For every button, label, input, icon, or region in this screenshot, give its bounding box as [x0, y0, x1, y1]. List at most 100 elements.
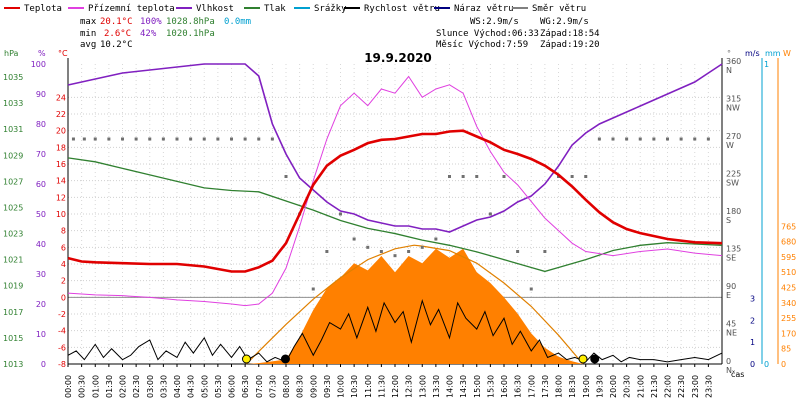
x-tick-label: 23:00 [691, 375, 700, 398]
wind-dir-point [529, 287, 533, 291]
wind-dir-point [502, 175, 506, 178]
wind-dir-point [379, 250, 383, 253]
x-tick-label: 04:30 [187, 375, 196, 398]
stat-max-rain: 0.0mm [224, 17, 251, 27]
tick-label-pressure: 1031 [3, 125, 23, 134]
ground-temp-line [67, 75, 723, 307]
x-tick-label: 14:00 [446, 375, 455, 398]
x-tick-label: 03:30 [159, 375, 168, 398]
tick-label-humidity: 90 [36, 90, 46, 99]
stat-min-label: min [80, 29, 96, 39]
wind-dir-point [420, 245, 424, 249]
humidity-line [67, 63, 723, 233]
tick-label-temp: -2 [58, 310, 66, 319]
wind-dir-point [148, 137, 152, 141]
x-tick-label: 05:30 [214, 375, 223, 398]
x-tick-label: 11:00 [364, 375, 373, 398]
tick-label-dir: 225 [726, 170, 741, 179]
wind-dir-point [134, 137, 138, 141]
wind-dir-point [216, 137, 220, 141]
wind-dir-point [202, 137, 206, 141]
axis-units: hPa % °C ° m/s mm W čas [4, 49, 791, 379]
stat-max-label: max [80, 17, 97, 27]
stat-min-temp: 2.6°C [104, 29, 131, 39]
wind-dir-point [516, 250, 520, 253]
x-tick-label: 16:00 [500, 375, 509, 398]
tick-label-temp: 18 [56, 143, 66, 152]
x-tick-label: 17:30 [541, 375, 550, 398]
x-tick-label: 16:30 [514, 375, 523, 398]
wind-dir-point [693, 137, 697, 141]
x-tick-label: 15:30 [486, 375, 495, 398]
x-tick-label: 22:00 [664, 375, 673, 398]
tick-label-ms: 3 [750, 295, 755, 304]
x-tick-label: 20:30 [623, 375, 632, 398]
tick-label-temp: 2 [61, 277, 66, 286]
tick-label-temp: 16 [56, 160, 66, 169]
wind-dir-point [652, 137, 656, 141]
wind-dir-point [161, 137, 165, 141]
tick-label-dir-name: S [726, 216, 731, 225]
tick-label-temp: 4 [61, 260, 66, 269]
wind-dir-point [352, 237, 356, 241]
legend-label: Náraz větru [454, 4, 514, 14]
unit-mm: mm [765, 49, 781, 58]
tick-label-temp: 0 [61, 293, 66, 302]
x-tick-label: 21:00 [636, 375, 645, 398]
unit-dir: ° [727, 49, 731, 58]
tick-label-mm: 1 [764, 60, 769, 69]
x-tick-label: 20:00 [609, 375, 618, 398]
moonset-marker [590, 354, 600, 364]
wind-dir-point [434, 237, 438, 241]
tick-label-pressure: 1025 [3, 203, 23, 212]
tick-label-wm2: 425 [781, 284, 796, 293]
axes: 1013101510171019102110231025102710291031… [3, 57, 796, 398]
stat-max-hum: 100% [140, 17, 162, 27]
tick-label-humidity: 30 [36, 270, 46, 279]
tick-label-dir: 45 [726, 320, 736, 329]
x-tick-label: 11:30 [377, 375, 386, 398]
stat-avg-temp: 10.2°C [100, 40, 133, 50]
wind-wg: WG:2.9m/s [540, 17, 589, 27]
x-tick-label: 10:30 [350, 375, 359, 398]
x-tick-label: 13:00 [418, 375, 427, 398]
tick-label-wm2: 255 [781, 314, 796, 323]
legend-label: Směr větru [532, 4, 586, 14]
wind-dir-point [611, 137, 615, 141]
wind-dir-point [107, 137, 111, 141]
wind-dir-point [597, 137, 601, 141]
wind-dir-point [625, 137, 629, 141]
sunset-marker [578, 354, 588, 364]
x-tick-label: 12:00 [391, 375, 400, 398]
wind-dir-point [325, 250, 329, 253]
x-tick-label: 19:00 [582, 375, 591, 398]
tick-label-temp: 12 [56, 193, 66, 202]
tick-label-temp: 22 [56, 110, 66, 119]
x-tick-label: 12:30 [405, 375, 414, 398]
wind-dir-point [121, 137, 124, 141]
wind-dir-point [71, 137, 75, 141]
legend-label: Přízemní teplota [88, 4, 175, 14]
tick-label-temp: -8 [58, 360, 66, 369]
x-tick-label: 02:00 [119, 375, 128, 398]
unit-temp: °C [58, 49, 68, 58]
tick-label-temp: 10 [56, 210, 66, 219]
x-tick-label: 17:00 [527, 375, 536, 398]
wind-dir-point [393, 254, 397, 258]
plot-area [67, 63, 723, 365]
x-tick-label: 18:30 [568, 375, 577, 398]
x-tick-label: 18:00 [555, 375, 564, 398]
tick-label-dir-name: N [726, 366, 732, 375]
x-tick-label: 10:00 [337, 375, 346, 398]
tick-label-pressure: 1023 [3, 230, 23, 239]
tick-label-wm2: 85 [781, 345, 791, 354]
x-tick-label: 14:30 [459, 375, 468, 398]
x-tick-label: 15:00 [473, 375, 482, 398]
tick-label-pressure: 1035 [3, 73, 23, 82]
stat-min-hum: 42% [140, 29, 157, 39]
tick-label-humidity: 10 [36, 330, 46, 339]
tick-label-dir-name: SW [726, 179, 739, 188]
wind-dir-point [257, 137, 261, 141]
wind-dir-point [488, 212, 492, 216]
